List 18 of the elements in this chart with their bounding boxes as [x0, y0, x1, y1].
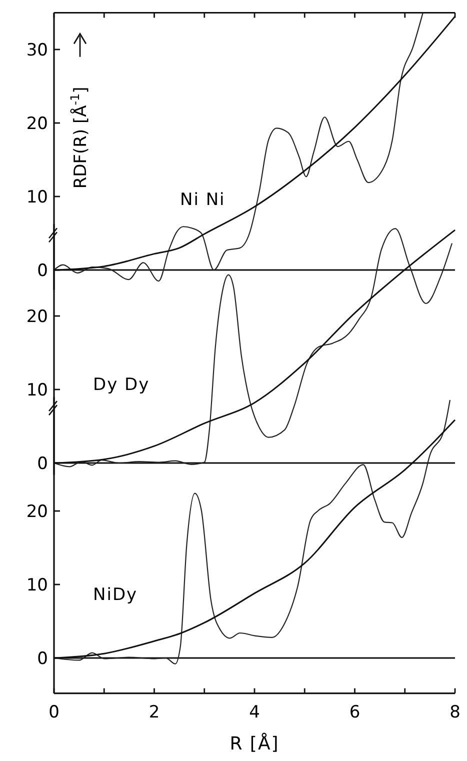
- text: Ni Ni: [180, 190, 226, 210]
- y-tick-label: 20: [26, 306, 48, 327]
- y-tick-label: 0: [37, 260, 48, 281]
- y-tick-label: 20: [26, 502, 48, 522]
- y-tick-label: 10: [26, 575, 48, 596]
- x-axis-title: R [Å]: [230, 732, 280, 754]
- y-tick-label: 10: [26, 380, 48, 400]
- text: NiDy: [93, 585, 138, 605]
- y-tick-label: 0: [37, 648, 48, 669]
- y-tick-label: 30: [26, 40, 48, 60]
- x-tick-label: 2: [148, 702, 160, 722]
- text: Dy Dy: [93, 375, 150, 395]
- x-tick-label: 8: [450, 702, 460, 722]
- y-tick-label: 20: [26, 114, 48, 134]
- y-tick-label: 0: [37, 454, 48, 474]
- x-tick-label: 4: [249, 702, 260, 722]
- y-tick-label: 10: [26, 187, 48, 208]
- x-tick-label: 6: [349, 702, 360, 722]
